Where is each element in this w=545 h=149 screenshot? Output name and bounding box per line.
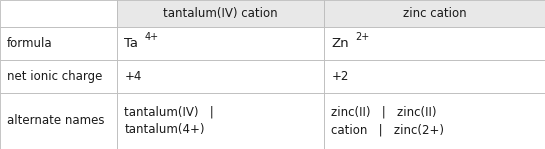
Bar: [117, 27, 324, 60]
Text: tantalum(IV) cation: tantalum(IV) cation: [164, 7, 278, 20]
Text: Ta: Ta: [124, 37, 138, 50]
Text: Zn: Zn: [331, 37, 349, 50]
Bar: [117, 60, 324, 93]
Text: cation   |   zinc(2+): cation | zinc(2+): [331, 124, 444, 136]
Bar: [0, 0, 117, 27]
Text: +2: +2: [331, 70, 349, 83]
Text: tantalum(4+): tantalum(4+): [124, 124, 205, 136]
Text: zinc(II)   |   zinc(II): zinc(II) | zinc(II): [331, 105, 437, 118]
Bar: [0, 93, 117, 149]
Bar: [324, 27, 545, 60]
Bar: [0, 60, 117, 93]
Bar: [0, 27, 117, 60]
Text: 2+: 2+: [355, 32, 370, 42]
Bar: [117, 0, 324, 27]
Text: tantalum(IV)   |: tantalum(IV) |: [124, 105, 214, 118]
Text: alternate names: alternate names: [7, 114, 104, 127]
Text: net ionic charge: net ionic charge: [7, 70, 102, 83]
Text: +4: +4: [124, 70, 142, 83]
Bar: [324, 0, 545, 27]
Text: 4+: 4+: [145, 32, 159, 42]
Bar: [324, 60, 545, 93]
Text: zinc cation: zinc cation: [403, 7, 467, 20]
Bar: [117, 93, 324, 149]
Text: formula: formula: [7, 37, 52, 50]
Bar: [324, 93, 545, 149]
